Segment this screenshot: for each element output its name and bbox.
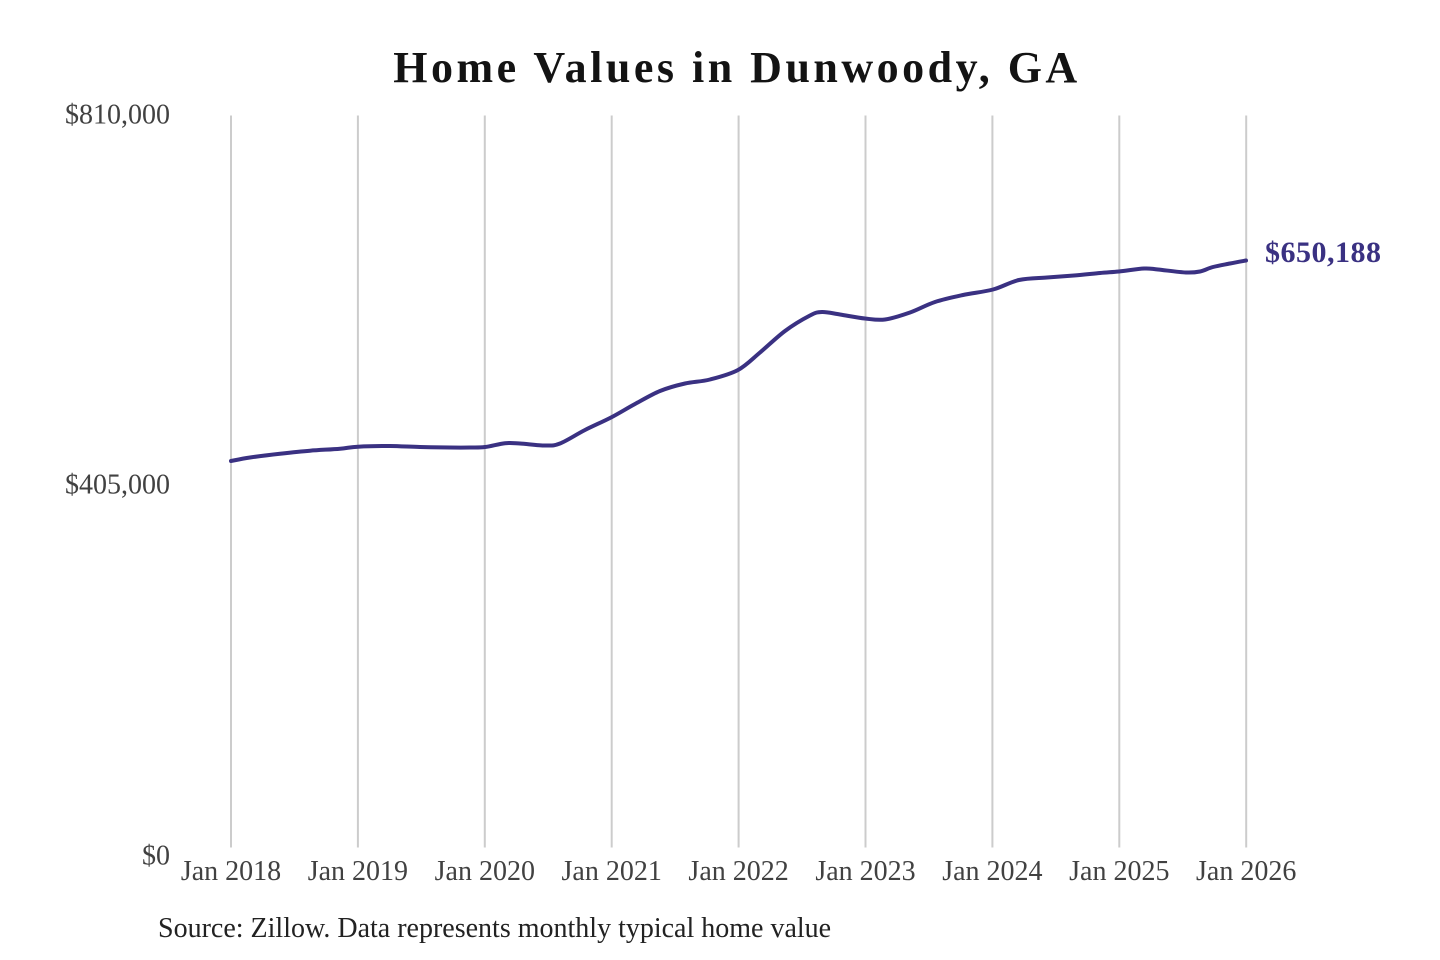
svg-text:Jan 2026: Jan 2026: [1196, 856, 1296, 887]
svg-text:Jan 2025: Jan 2025: [1069, 856, 1169, 887]
svg-text:$0: $0: [142, 841, 170, 872]
svg-text:Jan 2020: Jan 2020: [435, 856, 535, 887]
svg-text:Source: Zillow. Data represent: Source: Zillow. Data represents monthly …: [158, 913, 831, 944]
svg-text:Jan 2024: Jan 2024: [942, 856, 1042, 887]
svg-text:Jan 2019: Jan 2019: [308, 856, 408, 887]
svg-text:$650,188: $650,188: [1265, 236, 1382, 269]
svg-text:Jan 2018: Jan 2018: [181, 856, 281, 887]
svg-text:$810,000: $810,000: [65, 100, 170, 131]
svg-text:Jan 2022: Jan 2022: [688, 856, 788, 887]
svg-text:Jan 2021: Jan 2021: [562, 856, 662, 887]
svg-text:Jan 2023: Jan 2023: [815, 856, 915, 887]
svg-text:$405,000: $405,000: [65, 470, 170, 501]
svg-text:Home Values in Dunwoody, GA: Home Values in Dunwoody, GA: [393, 43, 1080, 92]
